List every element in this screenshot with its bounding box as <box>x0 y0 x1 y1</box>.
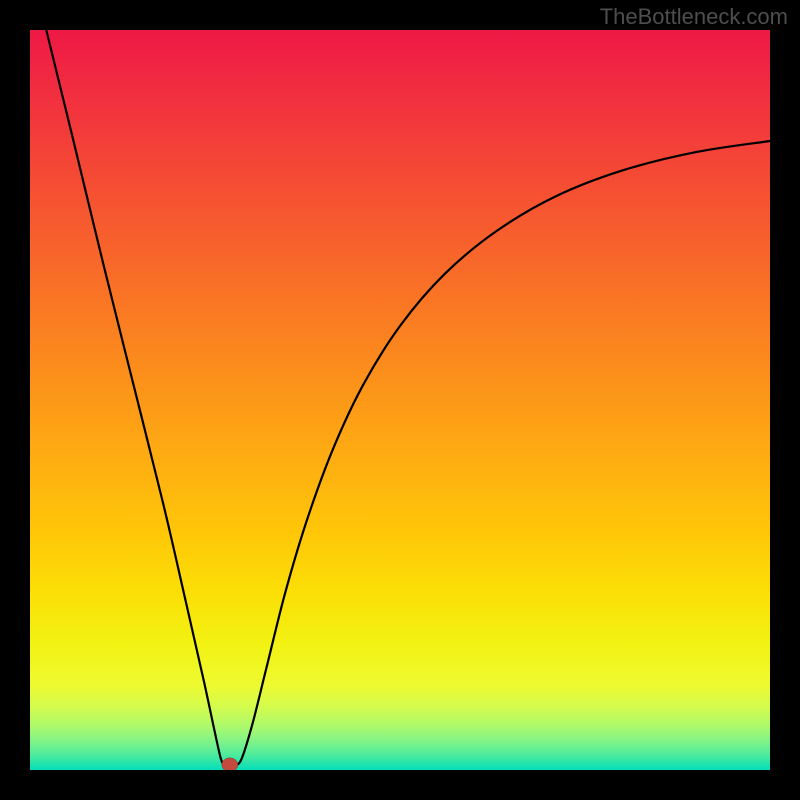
plot-area <box>30 30 770 770</box>
bottleneck-curve <box>30 30 770 770</box>
watermark-text: TheBottleneck.com <box>600 4 788 30</box>
chart-frame: TheBottleneck.com <box>0 0 800 800</box>
minimum-marker <box>222 758 238 770</box>
